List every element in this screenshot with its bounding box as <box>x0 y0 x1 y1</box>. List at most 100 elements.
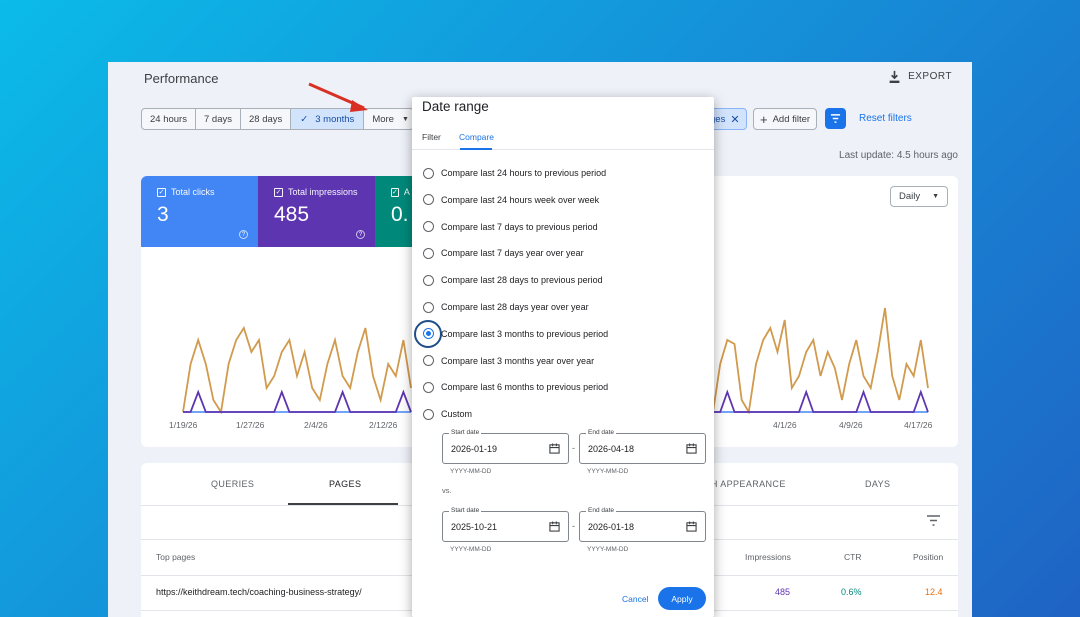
compare-start-date-value: 2025-10-21 <box>451 522 498 532</box>
date-format-hint: YYYY-MM-DD <box>587 468 629 475</box>
column-header-position[interactable]: Position <box>913 552 944 562</box>
radio-button[interactable] <box>423 274 434 286</box>
date-range-selector: 24 hours 7 days 28 days ✓ 3 months More … <box>141 108 415 130</box>
range-7d-button[interactable]: 7 days <box>195 108 241 130</box>
metric-total-impressions[interactable]: ✓ Total impressions 485 ? <box>258 176 375 247</box>
compare-option[interactable]: Compare last 3 months to previous period <box>423 327 608 341</box>
series-line <box>713 389 929 413</box>
radio-button[interactable] <box>423 328 434 340</box>
end-date-label: End date <box>586 429 617 436</box>
table-row-impressions: 485 <box>775 587 791 597</box>
compare-option[interactable]: Compare last 7 days to previous period <box>423 220 598 234</box>
compare-option-label: Compare last 3 months year over year <box>441 355 595 366</box>
radio-button[interactable] <box>423 167 434 179</box>
compare-option-label: Compare last 3 months to previous period <box>441 328 609 339</box>
range-28d-button[interactable]: 28 days <box>240 108 292 130</box>
compare-option-label: Compare last 24 hours to previous period <box>441 168 607 178</box>
series-line <box>183 389 412 413</box>
metric-total-clicks[interactable]: ✓ Total clicks 3 ? <box>141 176 258 247</box>
calendar-icon[interactable] <box>686 521 697 532</box>
calendar-icon[interactable] <box>686 443 697 454</box>
checkbox-icon: ✓ <box>391 187 399 197</box>
column-header-ctr[interactable]: CTR <box>844 552 862 562</box>
cancel-button[interactable]: Cancel <box>622 594 649 604</box>
compare-option-label: Custom <box>441 409 473 420</box>
range-3m-button[interactable]: ✓ 3 months <box>291 108 365 130</box>
range-more-label: More <box>372 113 394 125</box>
compare-option-label: Compare last 28 days year over year <box>441 302 589 312</box>
filter-button[interactable] <box>825 108 846 129</box>
x-tick-label: 4/17/26 <box>904 420 933 430</box>
column-header-top-pages[interactable]: Top pages <box>156 552 196 562</box>
radio-button[interactable] <box>423 408 434 420</box>
metric-value: 485 <box>274 203 310 226</box>
filter-icon <box>830 114 841 123</box>
checkbox-icon: ✓ <box>274 187 283 197</box>
metric-label: Total clicks <box>171 187 215 197</box>
metric-value: 3 <box>157 203 169 226</box>
radio-button[interactable] <box>423 301 434 313</box>
help-icon[interactable]: ? <box>239 230 248 239</box>
apply-button[interactable]: Apply <box>658 587 706 610</box>
radio-button[interactable] <box>423 221 434 233</box>
filter-rows-icon[interactable] <box>927 515 940 526</box>
tab-search-appearance[interactable]: CH APPEARANCE <box>704 479 786 489</box>
compare-option[interactable]: Compare last 7 days year over year <box>423 246 584 260</box>
dialog-title: Date range <box>422 99 489 114</box>
x-tick-label: 2/4/26 <box>304 420 328 430</box>
add-filter-label: Add filter <box>772 113 811 125</box>
table-row-ctr: 0.6% <box>841 587 862 597</box>
radio-button[interactable] <box>423 355 434 367</box>
tab-days[interactable]: DAYS <box>865 479 891 489</box>
end-date-field[interactable]: End date 2026-04-18 <box>579 429 706 464</box>
metric-average-ctr[interactable]: ✓ A 0. <box>375 176 415 247</box>
reset-filters-link[interactable]: Reset filters <box>859 113 912 124</box>
compare-option[interactable]: Compare last 6 months to previous period <box>423 380 608 394</box>
compare-end-date-field[interactable]: End date 2026-01-18 <box>579 507 706 542</box>
radio-button[interactable] <box>423 194 434 206</box>
start-date-label: Start date <box>449 429 482 436</box>
active-tab-indicator <box>460 148 492 150</box>
column-header-impressions[interactable]: Impressions <box>745 552 791 562</box>
add-filter-button[interactable]: + Add filter <box>753 108 818 130</box>
export-label: EXPORT <box>908 71 952 82</box>
x-tick-label: 4/1/26 <box>773 420 797 430</box>
close-icon[interactable]: ✕ <box>730 113 740 126</box>
export-button[interactable]: EXPORT <box>888 70 952 83</box>
range-24h-button[interactable]: 24 hours <box>141 108 196 130</box>
compare-option[interactable]: Compare last 24 hours week over week <box>423 193 599 207</box>
compare-start-date-field[interactable]: Start date 2025-10-21 <box>442 507 569 542</box>
page-title: Performance <box>144 71 219 86</box>
tab-pages[interactable]: PAGES <box>329 479 362 489</box>
tab-queries[interactable]: QUERIES <box>211 479 255 489</box>
vs-label: vs. <box>442 486 452 495</box>
start-date-field[interactable]: Start date 2026-01-19 <box>442 429 569 464</box>
compare-option[interactable]: Custom <box>423 407 472 421</box>
compare-end-date-value: 2026-01-18 <box>588 522 635 532</box>
radio-button[interactable] <box>423 247 434 259</box>
highlight-ring <box>414 320 442 348</box>
calendar-icon[interactable] <box>549 521 560 532</box>
date-range-dialog: Date range Filter Compare Compare last 2… <box>412 97 714 617</box>
check-icon: ✓ <box>300 113 309 125</box>
series-line <box>182 325 412 415</box>
calendar-icon[interactable] <box>549 443 560 454</box>
range-more-button[interactable]: More ▼ <box>364 108 415 130</box>
tab-compare[interactable]: Compare <box>459 132 494 142</box>
compare-option[interactable]: Compare last 28 days to previous period <box>423 273 603 287</box>
compare-option[interactable]: Compare last 28 days year over year <box>423 300 589 314</box>
table-row-page-url[interactable]: https://keithdream.tech/coaching-busines… <box>156 587 362 597</box>
start-date-label: Start date <box>449 507 482 514</box>
granularity-select[interactable]: Daily ▼ <box>890 186 948 207</box>
plus-icon: + <box>760 111 768 127</box>
range-separator: - <box>572 521 575 531</box>
pages-chip-label: ges <box>710 113 726 125</box>
help-icon[interactable]: ? <box>356 230 365 239</box>
compare-option[interactable]: Compare last 24 hours to previous period <box>423 166 606 180</box>
metric-label: Total impressions <box>288 187 358 197</box>
compare-option[interactable]: Compare last 3 months year over year <box>423 354 594 368</box>
series-line <box>712 307 929 415</box>
radio-button[interactable] <box>423 381 434 393</box>
dialog-tabs: Filter Compare <box>412 126 714 150</box>
tab-filter[interactable]: Filter <box>422 132 441 142</box>
